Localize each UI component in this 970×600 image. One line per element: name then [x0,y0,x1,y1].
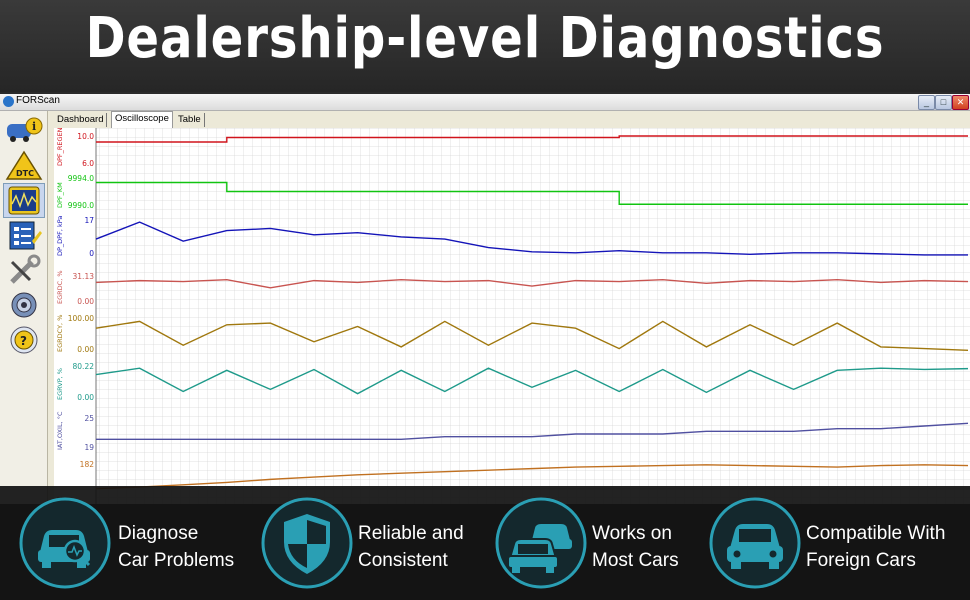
trace-2 [96,181,968,205]
series-name-label: EGRDC, % [56,270,64,304]
chart-traces: DPF_REGEN_KM 10.0 6.0 DPF_KM 9994.0 9990.0 DP_… [56,128,969,504]
shield-icon [261,497,353,589]
car-diagnose-icon [19,497,111,589]
series-name-label: DPF_REGEN_KM [56,128,64,166]
maximize-button[interactable]: □ [935,95,952,110]
trace-6 [95,367,969,395]
trace-4 [95,279,969,289]
dtc-icon: DTC [5,150,43,180]
feature-diagnose-text: Diagnose Car Problems [118,520,234,574]
series-name-label: DP_DPF, kPa [56,216,64,256]
feature-works-text: Works on Most Cars [592,520,679,574]
trace-3 [95,221,968,256]
series-name-label: EGRVP, % [56,368,64,400]
close-button[interactable]: ✕ [952,95,969,110]
two-cars-icon [495,497,587,589]
sidebar-item-vehicle-info[interactable]: i [3,113,45,148]
tick-label-top: 182 [80,460,95,469]
tick-label-bottom: 0 [89,249,94,258]
sidebar-item-tests[interactable] [3,218,45,253]
oscilloscope-chart: DPF_REGEN_KM 10.0 6.0 DPF_KM 9994.0 9990.0 DP_… [54,128,970,504]
car-front-icon [709,497,801,589]
app-logo-icon [3,96,14,107]
sidebar-item-help[interactable]: ? [3,323,45,358]
banner: Dealership-level Diagnostics [0,0,970,92]
minimize-button[interactable]: _ [918,95,935,110]
tick-label-bottom: 19 [84,443,94,452]
service-wrench-icon [10,254,41,284]
feature-reliable-text: Reliable and Consistent [358,520,464,574]
trace-8 [95,464,969,490]
feature-line: Works on [592,523,672,544]
tests-icon [9,221,42,250]
feature-line: Consistent [358,550,448,571]
feature-line: Most Cars [592,550,679,571]
tick-label-top: 31.13 [73,272,95,281]
sidebar-item-service[interactable] [3,253,45,288]
feature-line: Compatible With [806,523,946,544]
tick-label-bottom: 0.00 [77,393,94,402]
help-icon: ? [10,326,38,354]
tab-dashboard[interactable]: Dashboard [54,113,108,127]
tick-label-bottom: 9990.0 [68,201,94,210]
settings-gear-icon [11,292,37,318]
tick-label-bottom: 0.00 [77,345,94,354]
sidebar: i DTC [0,111,48,504]
sidebar-item-oscilloscope[interactable] [3,183,45,218]
tab-oscilloscope[interactable]: Oscilloscope [111,111,173,128]
tick-label-top: 25 [84,414,94,423]
svg-text:DTC: DTC [16,169,34,178]
feature-reliable: Reliable and Consistent [260,486,488,600]
sidebar-item-settings[interactable] [3,288,45,323]
feature-line: Car Problems [118,550,235,571]
series-name-label: DPF_KM [56,182,64,208]
feature-line: Diagnose [118,523,199,544]
oscilloscope-icon [8,186,40,215]
series-name-label: IAT,OXIL, °C [56,411,64,450]
feature-diagnose: Diagnose Car Problems [18,486,253,600]
tick-label-top: 10.0 [77,132,94,141]
series-name-label: EGRDCY, % [56,315,64,352]
vehicle-info-icon: i [7,117,43,142]
tick-label-top: 100.00 [68,314,94,323]
feature-compatible: Compatible With Foreign Cars [708,486,968,600]
feature-line: Reliable and [358,523,464,544]
forscan-window: FORScan _ □ ✕ i DTC [0,94,970,504]
svg-text:?: ? [20,334,27,348]
chart-grid [96,128,970,504]
window-title: FORScan [16,95,60,106]
trace-1 [96,135,968,143]
feature-line: Foreign Cars [806,550,916,571]
svg-text:i: i [32,120,36,133]
window-titlebar: FORScan _ □ ✕ [0,94,970,111]
feature-works: Works on Most Cars [494,486,704,600]
tick-label-bottom: 6.0 [82,159,94,168]
tick-label-top: 17 [84,216,94,225]
tick-label-top: 9994.0 [68,174,94,183]
feature-compatible-text: Compatible With Foreign Cars [806,520,945,574]
banner-title: Dealership-level Diagnostics [85,6,885,71]
tab-table[interactable]: Table [175,113,205,127]
tick-label-bottom: 0.00 [77,297,94,306]
tick-label-top: 80.22 [73,362,95,371]
trace-5 [95,320,969,351]
sidebar-item-dtc[interactable]: DTC [3,148,45,183]
trace-7 [96,422,969,441]
features-overlay: Diagnose Car Problems Reliable and Consi… [0,486,970,600]
